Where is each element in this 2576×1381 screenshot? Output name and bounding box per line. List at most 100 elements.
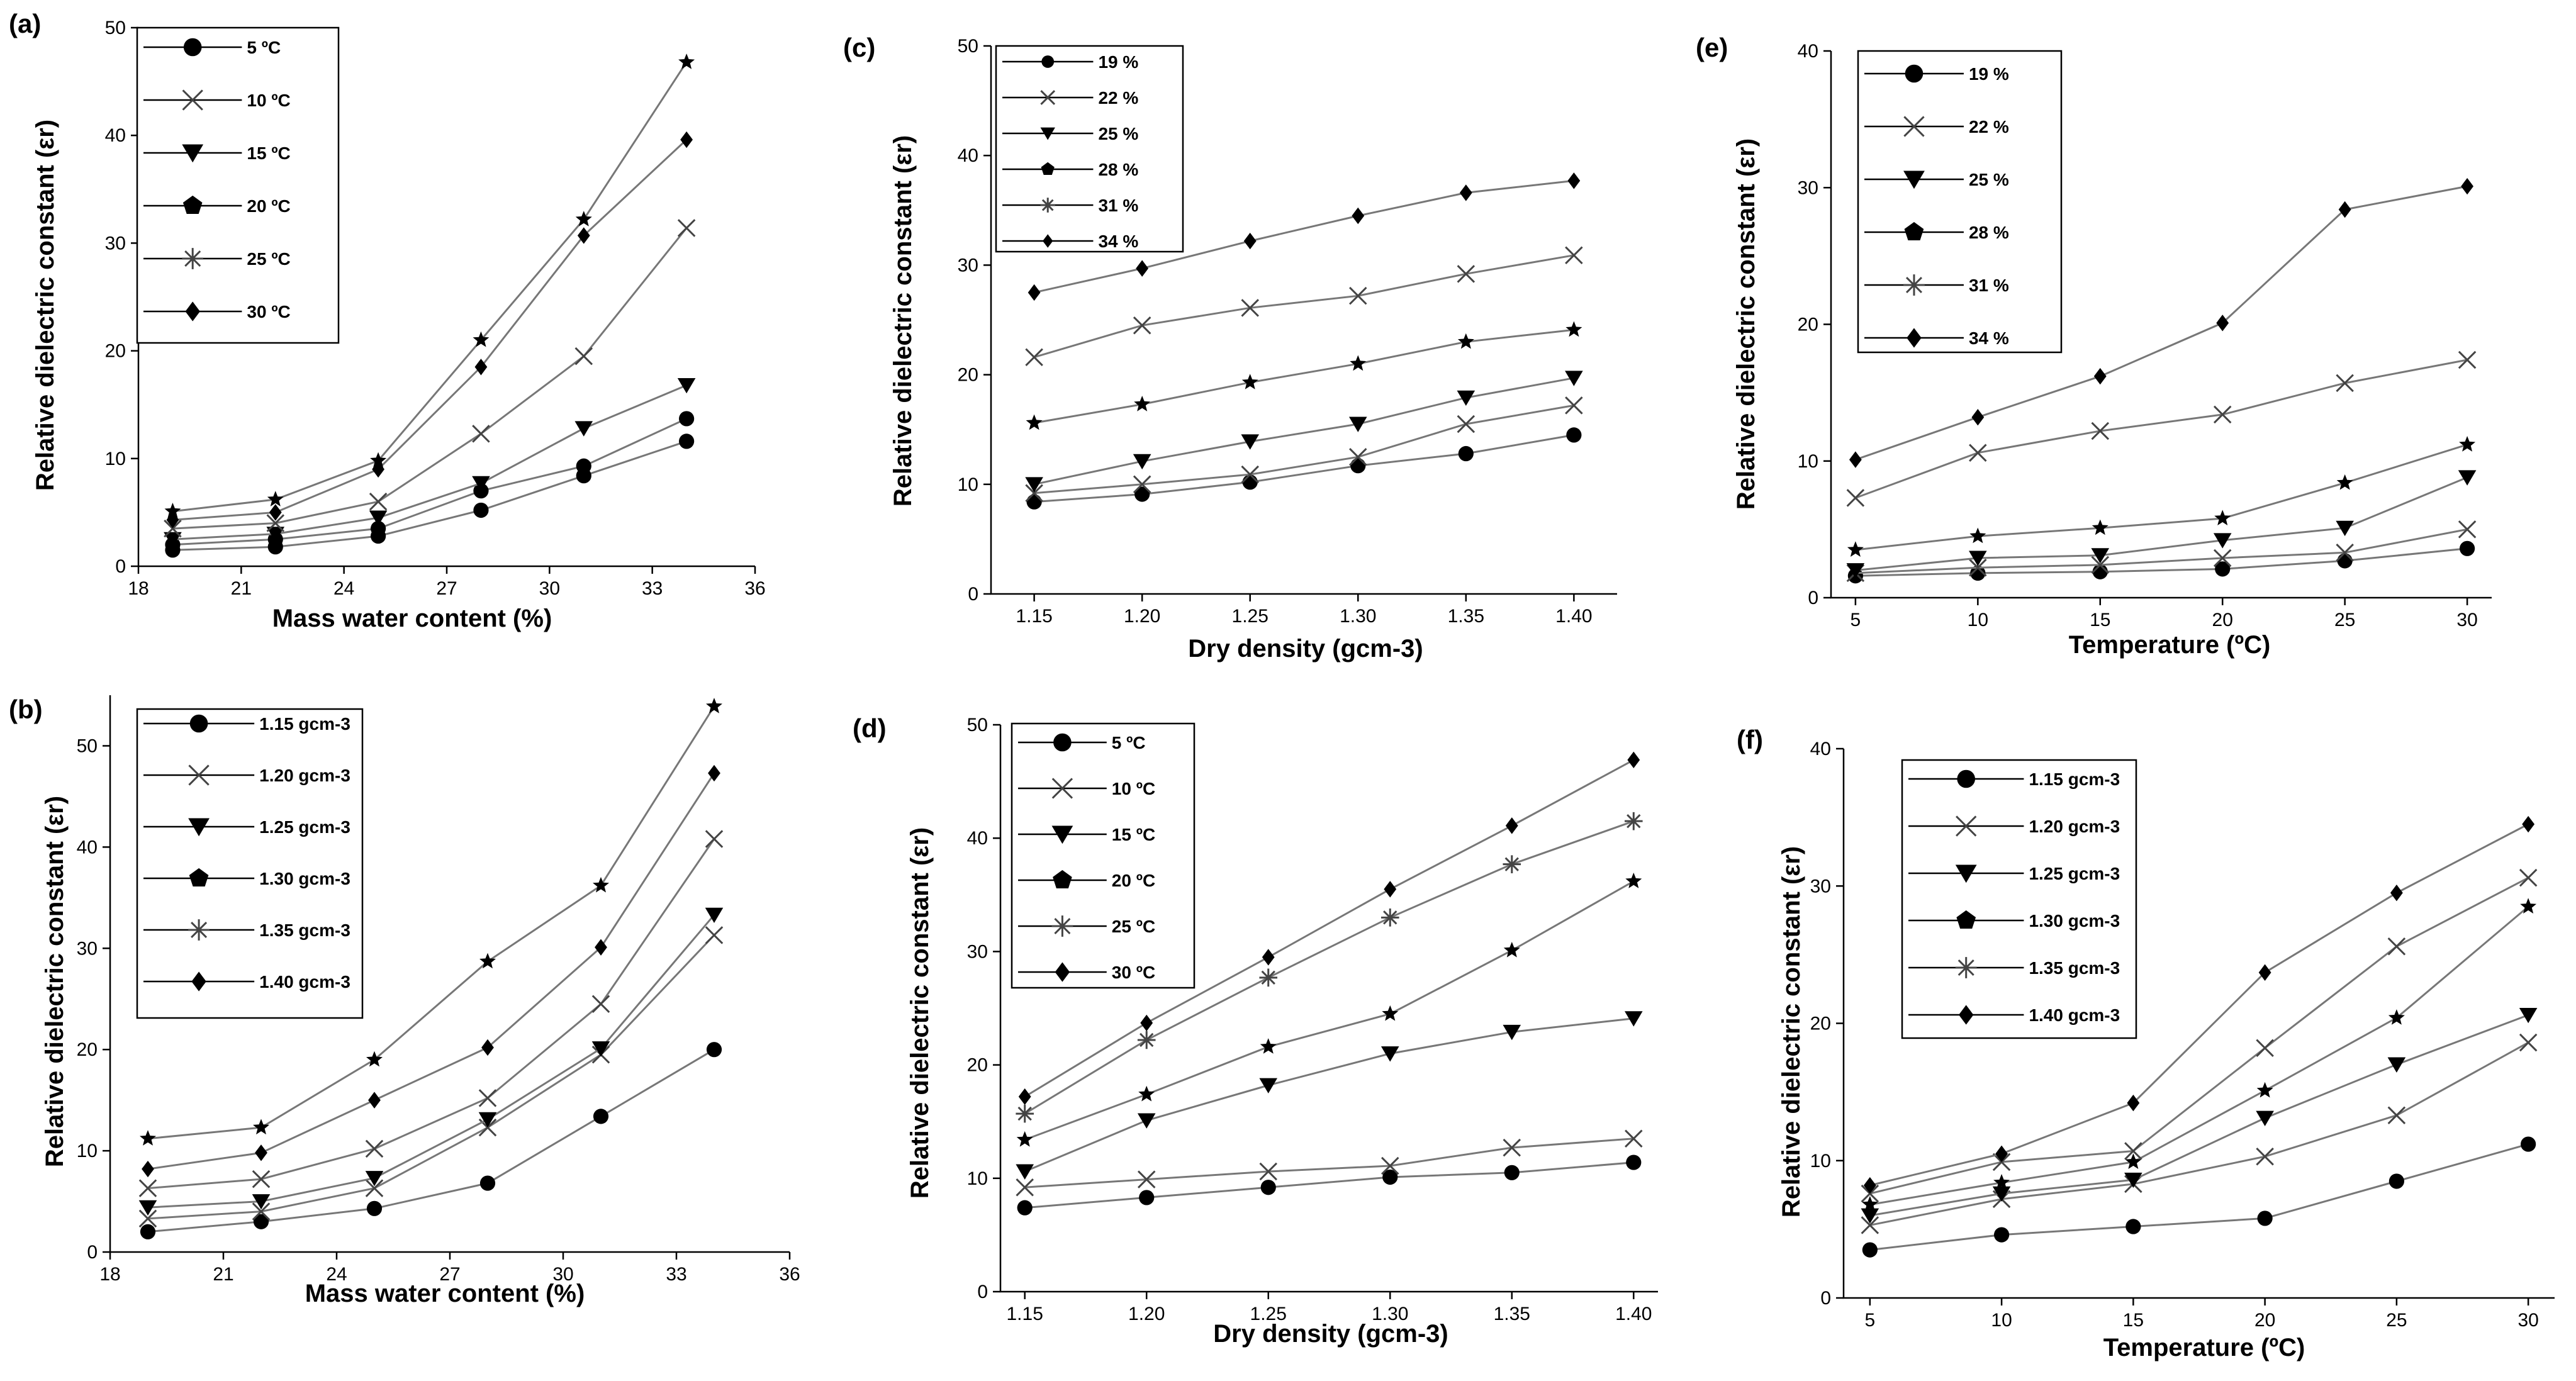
data-point: [2387, 937, 2406, 956]
data-point: [1259, 968, 1278, 987]
data-point: [1380, 1046, 1399, 1062]
x-tick-label: 21: [231, 578, 252, 599]
data-point: [1971, 409, 1985, 426]
legend-label: 5 ºC: [247, 38, 281, 57]
legend-marker: [1051, 778, 1073, 799]
data-point: [2092, 564, 2108, 579]
data-point: [472, 476, 490, 492]
series-line: [1855, 547, 2468, 577]
data-point: [138, 1179, 157, 1197]
data-point: [2336, 520, 2354, 537]
y-tick-label: 0: [968, 584, 978, 605]
y-tick-label: 40: [105, 125, 126, 146]
legend-marker: [1957, 769, 1976, 788]
data-point: [1242, 474, 1258, 490]
legend-marker: [185, 301, 200, 321]
x-tick-label: 30: [2456, 610, 2477, 630]
x-tick-label: 27: [439, 1264, 460, 1285]
data-point: [1503, 1024, 1521, 1041]
y-tick-label: 0: [87, 1242, 98, 1263]
series-3: [1861, 898, 2537, 1212]
series-3: [1016, 873, 1642, 1147]
data-point: [2388, 1173, 2404, 1189]
x-tick-label: 30: [2517, 1310, 2538, 1331]
data-point: [1862, 1242, 1878, 1258]
data-point: [1969, 558, 1987, 577]
series-line: [1869, 1041, 2529, 1226]
data-point: [706, 698, 722, 713]
data-point: [2213, 549, 2232, 567]
legend-label: 1.35 gcm-3: [259, 920, 350, 940]
y-tick-label: 0: [1808, 588, 1818, 608]
data-point: [2390, 884, 2403, 902]
legend-marker: [1051, 915, 1073, 937]
legend-marker: [1955, 957, 1977, 978]
data-point: [1259, 1078, 1278, 1093]
x-tick-label: 1.25: [1250, 1304, 1287, 1324]
series-4: [1025, 246, 1583, 366]
y-axis-title: Relative dielectric constant (εr): [1778, 846, 1805, 1217]
data-point: [1861, 1216, 1879, 1234]
data-point: [1567, 172, 1581, 189]
legend-label: 25 %: [1098, 124, 1138, 143]
y-tick-label: 40: [1810, 739, 1831, 759]
x-tick-label: 1.20: [1128, 1304, 1165, 1324]
data-point: [706, 1042, 722, 1058]
series-3: [164, 219, 696, 538]
legend-frame: [1857, 50, 2063, 354]
series-line: [147, 934, 715, 1220]
data-point: [1624, 1011, 1643, 1027]
data-point: [1137, 1113, 1156, 1129]
legend: 5 ºC 10 ºC 15 ºC 20 ºC 25 ºC 30 ºC: [1011, 722, 1196, 989]
legend-label: 1.25 gcm-3: [2029, 864, 2120, 883]
legend-label: 19 %: [1098, 52, 1138, 72]
legend: 5 ºC 10 ºC 15 ºC 20 ºC 25 ºC 30 ºC: [136, 26, 340, 344]
data-point: [2213, 533, 2232, 549]
data-point: [2338, 201, 2351, 218]
series-2: [164, 377, 696, 548]
data-point: [269, 504, 282, 521]
legend-marker: [1956, 910, 1976, 929]
legend-label: 20 ºC: [247, 196, 290, 216]
y-tick-label: 30: [967, 941, 988, 962]
legend-marker: [188, 818, 210, 837]
legend-marker: [191, 971, 206, 992]
data-point: [679, 433, 695, 449]
series-line: [1034, 404, 1574, 495]
data-point: [679, 411, 695, 427]
data-point: [2522, 815, 2535, 833]
y-tick-label: 10: [77, 1141, 98, 1161]
series-2: [1025, 371, 1583, 493]
x-tick-label: 15: [2090, 610, 2110, 630]
x-tick-label: 15: [2123, 1310, 2144, 1331]
legend-marker: [1041, 162, 1055, 175]
chart-panel-c: (c) 0 10 20 30 40 50 1.15 1.20 1.25 1.30 1.35 1.40 Dr…: [843, 33, 1617, 663]
data-point: [678, 53, 695, 69]
y-tick-label: 20: [967, 1055, 988, 1076]
data-point: [138, 1200, 157, 1216]
legend-label: 1.15 gcm-3: [2029, 769, 2120, 789]
data-point: [474, 359, 488, 376]
x-tick-label: 33: [666, 1264, 686, 1285]
data-point: [593, 876, 609, 893]
series-2: [1016, 1011, 1643, 1180]
series-line: [1869, 876, 2529, 1195]
data-point: [2459, 436, 2476, 452]
data-point: [705, 830, 724, 848]
data-point: [2091, 548, 2110, 564]
data-point: [2460, 540, 2475, 556]
data-point: [2520, 898, 2537, 914]
series-1: [1025, 396, 1583, 502]
data-point: [2091, 422, 2110, 440]
y-tick-label: 50: [967, 715, 988, 735]
series-4: [1846, 350, 2477, 507]
data-point: [1505, 817, 1518, 834]
data-point: [1457, 265, 1476, 283]
data-point: [1133, 454, 1151, 470]
data-point: [1992, 1186, 2011, 1202]
legend-marker: [1955, 864, 1977, 883]
series-3: [138, 830, 724, 1197]
legend-label: 1.40 gcm-3: [259, 972, 350, 992]
y-tick-label: 40: [77, 837, 98, 858]
x-axis-title: Mass water content (%): [305, 1280, 585, 1307]
